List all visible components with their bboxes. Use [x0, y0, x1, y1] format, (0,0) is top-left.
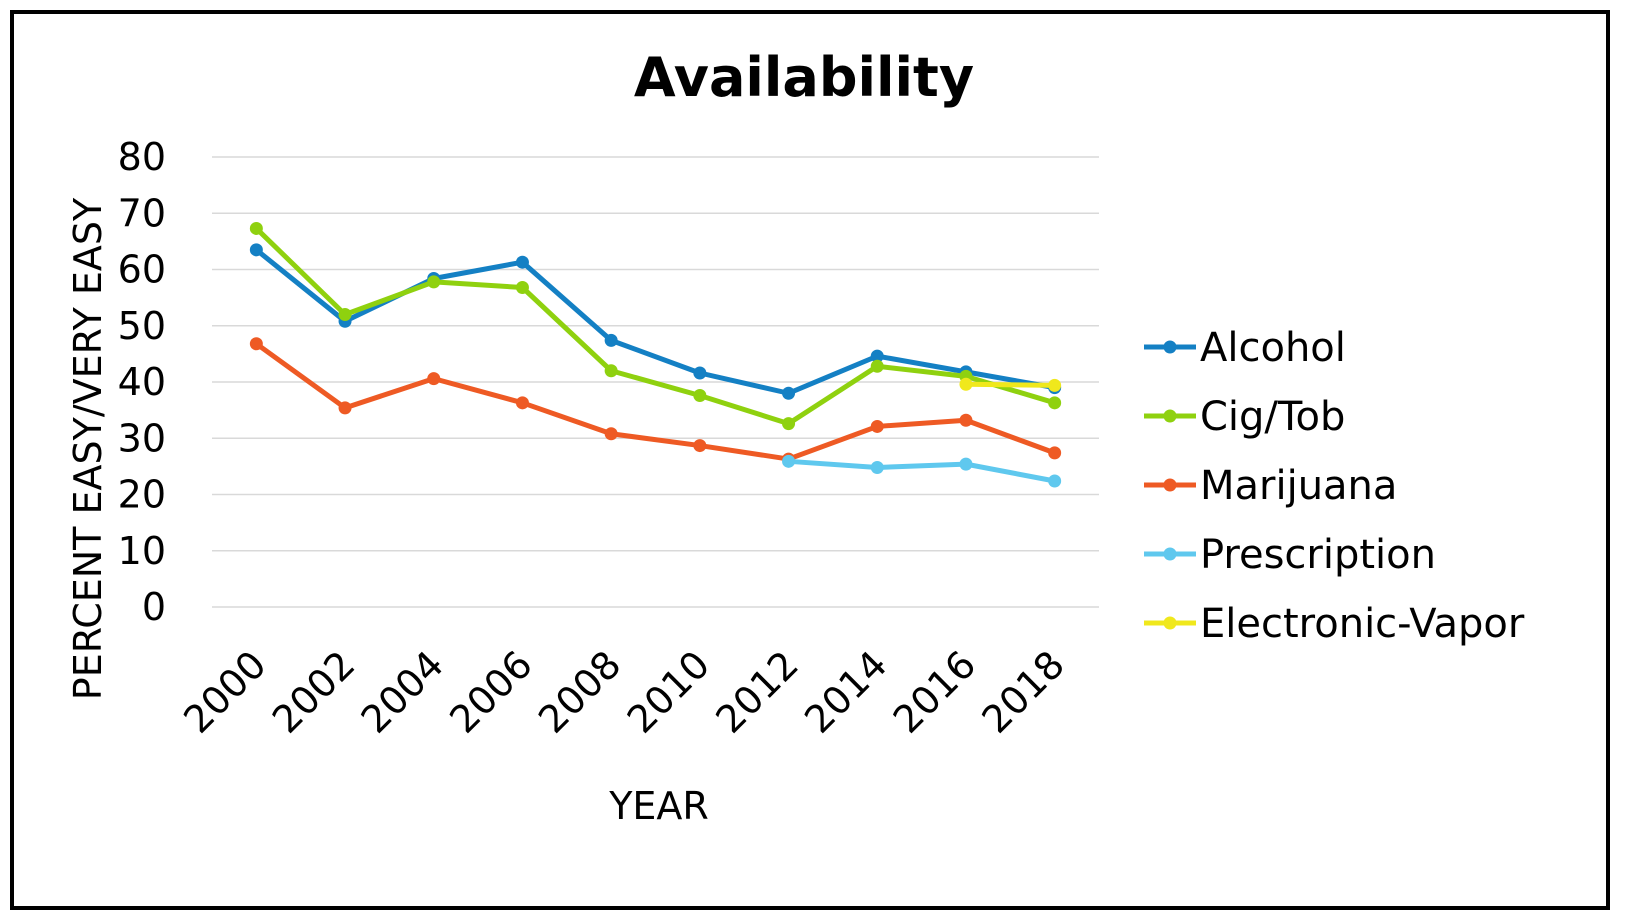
- data-point: [870, 349, 884, 363]
- data-point: [782, 454, 796, 468]
- data-point: [249, 221, 263, 235]
- x-tick-label: 2012: [707, 642, 807, 742]
- series-prescription: [782, 454, 1062, 488]
- data-point: [249, 243, 263, 257]
- legend-swatch-marker: [1163, 409, 1177, 423]
- x-tick-label: 2014: [796, 642, 896, 742]
- legend-item: Prescription: [1144, 532, 1436, 578]
- data-point: [338, 401, 352, 415]
- data-point: [1048, 446, 1062, 460]
- data-point: [782, 417, 796, 431]
- y-tick-label: 40: [118, 360, 166, 404]
- x-tick-label: 2008: [530, 642, 630, 742]
- data-point: [693, 366, 707, 380]
- data-point: [1048, 396, 1062, 410]
- data-point: [427, 372, 441, 386]
- legend-swatch-marker: [1163, 340, 1177, 354]
- legend: Alcohol Cig/Tob Marijuana Prescription Elect…: [1144, 325, 1525, 647]
- data-point: [782, 386, 796, 400]
- x-axis-label: YEAR: [608, 784, 709, 828]
- legend-item: Alcohol: [1144, 325, 1346, 371]
- series-alcohol: [249, 243, 1062, 400]
- legend-label: Alcohol: [1200, 325, 1346, 371]
- data-point: [959, 457, 973, 471]
- y-tick-labels: 0 10 20 30 40 50 60 70 80: [118, 135, 166, 629]
- series-electronic-vapor: [959, 377, 1062, 392]
- series-cig-tob: [249, 221, 1062, 431]
- y-tick-label: 50: [118, 304, 166, 348]
- series-marijuana: [249, 337, 1062, 466]
- y-tick-label: 20: [118, 473, 166, 517]
- series-line: [254, 226, 1056, 427]
- x-tick-label: 2002: [264, 642, 364, 742]
- legend-label: Electronic-Vapor: [1200, 601, 1525, 647]
- y-tick-label: 0: [142, 585, 166, 629]
- x-tick-label: 2006: [441, 642, 541, 742]
- data-point: [604, 333, 618, 347]
- data-point: [870, 419, 884, 433]
- x-tick-label: 2018: [974, 642, 1074, 742]
- legend-item: Marijuana: [1144, 463, 1397, 509]
- series-line: [965, 381, 1055, 388]
- legend-item: Electronic-Vapor: [1144, 601, 1525, 647]
- data-point: [604, 364, 618, 378]
- data-point: [249, 337, 263, 351]
- x-tick-label: 2016: [885, 642, 985, 742]
- data-point: [693, 439, 707, 453]
- data-point: [338, 308, 352, 321]
- y-tick-label: 70: [118, 191, 166, 235]
- data-point: [515, 255, 529, 269]
- legend-swatch-marker: [1163, 478, 1177, 492]
- x-tick-label: 2000: [175, 642, 275, 742]
- data-point: [959, 413, 973, 427]
- y-tick-label: 80: [118, 135, 166, 179]
- data-point: [604, 427, 618, 441]
- data-point: [870, 461, 884, 474]
- data-point: [427, 275, 441, 289]
- legend-swatch-marker: [1163, 547, 1177, 561]
- series-line: [788, 458, 1056, 484]
- legend-label: Marijuana: [1200, 463, 1397, 509]
- legend-label: Prescription: [1200, 532, 1436, 578]
- data-point: [1048, 474, 1062, 488]
- data-point: [693, 389, 707, 402]
- y-axis-label: PERCENT EASY/VERY EASY: [66, 197, 110, 700]
- legend-swatch-marker: [1163, 616, 1177, 630]
- data-point: [515, 281, 529, 294]
- data-point: [1048, 378, 1062, 392]
- data-point: [959, 377, 973, 391]
- series-line: [254, 341, 1056, 462]
- y-tick-label: 30: [118, 416, 166, 460]
- chart-title: Availability: [634, 46, 974, 109]
- y-tick-label: 60: [118, 248, 166, 292]
- data-point: [870, 359, 884, 373]
- legend-label: Cig/Tob: [1200, 394, 1345, 440]
- x-tick-label: 2010: [619, 642, 719, 742]
- chart-frame: Availability 0 10 20 30 40 50 60 70 80 2000 2002 2…: [10, 10, 1610, 910]
- legend-item: Cig/Tob: [1144, 394, 1345, 440]
- data-point: [515, 396, 529, 410]
- series-lines: [249, 221, 1062, 488]
- x-tick-label: 2004: [353, 642, 453, 742]
- y-tick-label: 10: [118, 529, 166, 573]
